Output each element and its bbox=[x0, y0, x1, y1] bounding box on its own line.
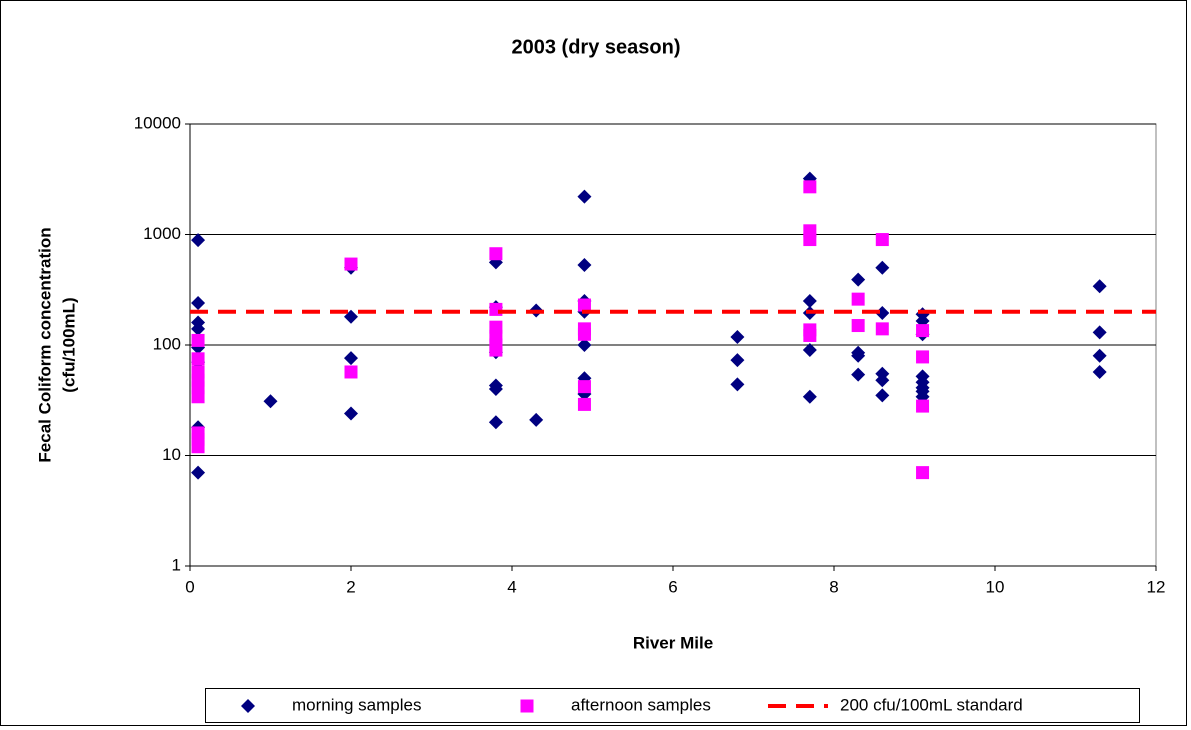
diamond-marker bbox=[875, 388, 890, 403]
diamond-marker bbox=[488, 415, 503, 430]
diamond-marker bbox=[730, 330, 745, 345]
square-marker bbox=[191, 440, 205, 454]
diamond-marker bbox=[488, 381, 503, 396]
diamond-marker bbox=[344, 406, 358, 421]
square-marker bbox=[803, 233, 817, 247]
diamond-marker bbox=[802, 343, 817, 358]
square-marker bbox=[520, 699, 534, 713]
square-marker bbox=[916, 466, 930, 480]
square-marker bbox=[803, 328, 817, 342]
diamond-marker bbox=[529, 412, 544, 427]
diamond-marker bbox=[851, 348, 866, 363]
diamond-marker bbox=[1092, 364, 1107, 379]
diamond-marker bbox=[1092, 325, 1107, 340]
y-tick-label: 1 bbox=[172, 555, 181, 574]
square-marker bbox=[191, 352, 205, 366]
diamond-marker bbox=[344, 351, 358, 366]
x-tick-label: 2 bbox=[346, 577, 355, 596]
y-axis-title: Fecal Coliform concentration bbox=[35, 227, 54, 462]
square-marker bbox=[875, 233, 889, 247]
x-tick-label: 4 bbox=[507, 577, 516, 596]
square-marker bbox=[916, 324, 930, 338]
square-marker bbox=[577, 397, 591, 411]
square-marker bbox=[344, 365, 358, 379]
y-tick-label: 100 bbox=[153, 334, 181, 353]
square-marker bbox=[489, 343, 503, 357]
x-tick-label: 8 bbox=[829, 577, 838, 596]
legend-label: afternoon samples bbox=[571, 695, 711, 714]
square-marker bbox=[851, 319, 865, 333]
diamond-marker bbox=[1092, 348, 1107, 363]
square-marker bbox=[577, 327, 591, 341]
diamond-marker bbox=[191, 321, 206, 336]
diamond-marker bbox=[577, 338, 592, 352]
diamond-marker bbox=[263, 394, 278, 409]
diamond-marker bbox=[802, 294, 817, 309]
y-tick-label: 1000 bbox=[143, 224, 181, 243]
y-tick-label: 10000 bbox=[134, 113, 181, 132]
legend-box bbox=[205, 688, 1140, 723]
diamond-marker bbox=[802, 389, 817, 404]
diamond-marker bbox=[191, 295, 206, 310]
diamond-marker bbox=[577, 189, 592, 204]
diamond-marker bbox=[730, 353, 745, 368]
diamond-marker bbox=[1092, 279, 1107, 294]
diamond-marker bbox=[730, 377, 745, 392]
diamond-marker bbox=[875, 373, 890, 388]
square-marker bbox=[916, 399, 930, 413]
square-marker bbox=[489, 302, 503, 316]
diamond-marker bbox=[851, 272, 866, 287]
chart-title: 2003 (dry season) bbox=[512, 36, 681, 58]
square-marker bbox=[191, 333, 205, 347]
diamond-marker bbox=[191, 233, 206, 248]
x-tick-label: 12 bbox=[1147, 577, 1166, 596]
square-marker bbox=[191, 390, 205, 404]
square-marker bbox=[577, 380, 591, 394]
square-marker bbox=[577, 298, 591, 312]
square-marker bbox=[875, 322, 889, 336]
y-axis-title: (cfu/100mL) bbox=[59, 297, 78, 392]
diamond-marker bbox=[577, 257, 592, 272]
square-marker bbox=[803, 180, 817, 194]
y-tick-label: 10 bbox=[162, 445, 181, 464]
x-axis-title: River Mile bbox=[633, 633, 713, 652]
diamond-marker bbox=[191, 465, 206, 480]
legend-label: 200 cfu/100mL standard bbox=[840, 695, 1023, 714]
x-tick-label: 6 bbox=[668, 577, 677, 596]
diamond-marker bbox=[875, 260, 890, 275]
x-tick-label: 0 bbox=[185, 577, 194, 596]
square-marker bbox=[344, 257, 358, 271]
square-marker bbox=[489, 247, 503, 261]
x-tick-label: 10 bbox=[986, 577, 1005, 596]
square-marker bbox=[916, 350, 930, 364]
square-marker bbox=[851, 292, 865, 306]
diamond-marker bbox=[875, 305, 890, 320]
diamond-marker bbox=[851, 367, 866, 382]
legend-label: morning samples bbox=[292, 695, 421, 714]
diamond-marker bbox=[241, 699, 255, 713]
